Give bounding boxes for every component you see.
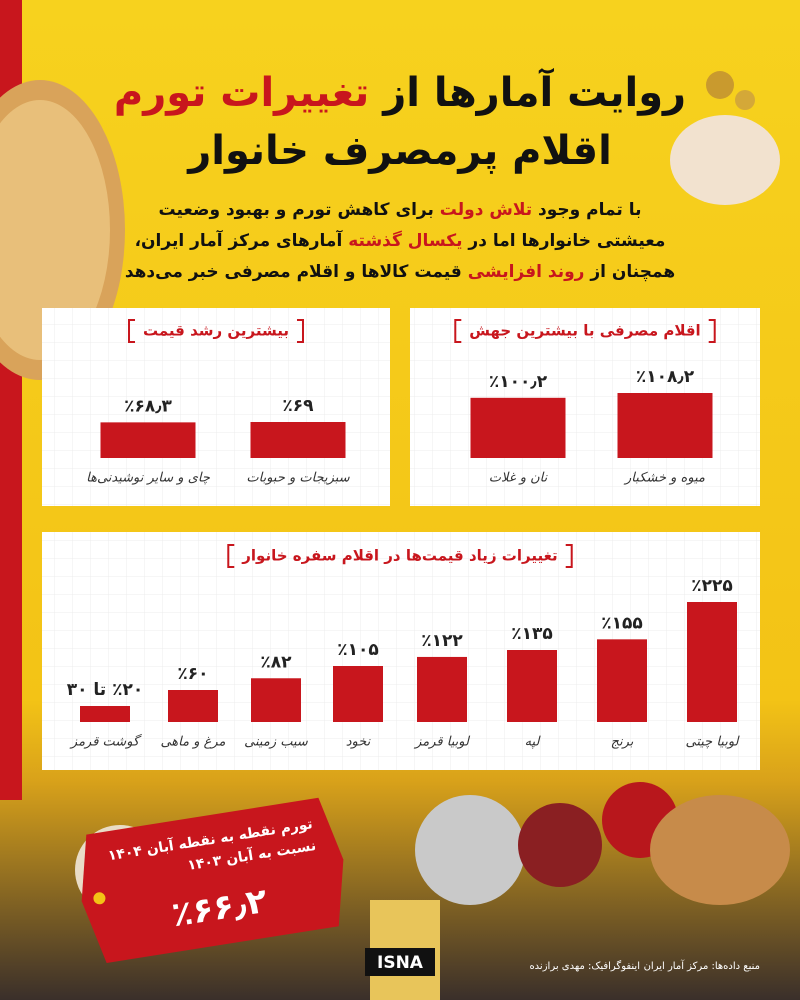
value-label: ٪۱۰۵ xyxy=(337,640,379,660)
chart-title: بیشترین رشد قیمت xyxy=(143,322,289,340)
intro-line-part: یکسال گذشته xyxy=(348,230,462,251)
chart-title: اقلام مصرفی با بیشترین جهش xyxy=(469,322,700,340)
value-label: ٪۲۰ تا ۳۰ xyxy=(67,680,144,700)
brand: ISNA xyxy=(377,953,424,973)
intro-line: همچنان از روند افزایشی قیمت کالاها و اقل… xyxy=(125,262,675,282)
source: منبع داده‌ها: مرکز آمار ایران xyxy=(644,959,760,972)
category-label: مرغ و ماهی xyxy=(160,735,225,750)
value-label: ٪۶۰ xyxy=(177,664,208,684)
title-line: روایت آمارها از تغییرات تورم xyxy=(114,67,686,116)
title-line-part: روایت آمارها از xyxy=(369,67,686,116)
beans xyxy=(706,71,734,99)
category-label: سبزیجات و حبوبات xyxy=(246,471,350,486)
category-label: سیب زمینی xyxy=(244,735,309,750)
bar xyxy=(507,650,557,722)
intro-line-part: آمارهای مرکز آمار ایران، xyxy=(135,229,349,251)
bar xyxy=(470,397,566,458)
value-label: ٪۸۲ xyxy=(260,652,292,672)
value-label: ٪۲۲۵ xyxy=(691,576,733,596)
bar xyxy=(333,666,383,722)
value-label: ٪۱۳۵ xyxy=(511,624,553,644)
title-bracket xyxy=(708,319,716,343)
category-label: لوبیا قرمز xyxy=(413,735,471,750)
chart-title: تغییرات زیاد قیمت‌ها در اقلام سفره خانوا… xyxy=(241,547,557,565)
bar xyxy=(100,422,196,458)
title-bracket xyxy=(454,319,462,343)
title-bracket xyxy=(227,544,235,568)
title-bracket xyxy=(296,319,304,343)
title-line: اقلام پرمصرف خانوار xyxy=(186,128,612,174)
value-label: ٪۱۵۵ xyxy=(601,613,643,633)
panel-grid xyxy=(42,532,760,770)
title-line-part: تغییرات تورم xyxy=(114,70,369,116)
callout-hole xyxy=(93,892,106,905)
brand-box xyxy=(365,948,435,976)
beans xyxy=(735,90,755,110)
category-label: نخود xyxy=(346,735,371,750)
bread xyxy=(650,795,790,905)
credit: اینفوگرافیک: مهدی برازنده xyxy=(529,960,640,972)
value-label: ٪۶۹ xyxy=(282,396,314,416)
category-label: نان و غلات xyxy=(489,471,548,486)
category-label: لوبیا چیتی xyxy=(685,735,740,750)
value-label: ٪۱۲۲ xyxy=(421,631,463,651)
title-bracket xyxy=(128,319,136,343)
intro-line-part: تلاش دولت xyxy=(440,200,532,220)
intro-line-part: برای کاهش تورم و بهبود وضعیت xyxy=(159,200,440,220)
bar xyxy=(80,706,130,722)
bar xyxy=(617,393,713,458)
value-label: ٪۶۸٫۳ xyxy=(124,396,172,416)
category-label: میوه و خشکبار xyxy=(623,471,705,486)
bar xyxy=(251,678,301,722)
category-label: گوشت قرمز xyxy=(69,734,143,750)
value-label: ٪۱۰۰٫۲ xyxy=(489,372,548,392)
bar xyxy=(687,602,737,722)
bread xyxy=(0,100,110,360)
intro-line-part: روند افزایشی xyxy=(468,262,585,282)
jar xyxy=(518,803,602,887)
chicken xyxy=(670,115,780,205)
bar xyxy=(250,422,346,458)
title-bracket xyxy=(565,544,573,568)
bar xyxy=(168,690,218,722)
intro-line-part: با تمام وجود xyxy=(532,200,641,220)
bar xyxy=(417,656,467,722)
can xyxy=(415,795,525,905)
bar xyxy=(597,639,647,722)
intro-line-part: معیشتی خانوارها اما در xyxy=(463,231,666,251)
value-label: ٪۱۰۸٫۲ xyxy=(636,367,695,387)
panel-grid xyxy=(42,308,390,506)
category-label: لپه xyxy=(525,735,542,750)
category-label: برنج xyxy=(611,735,634,750)
title-line-part: اقلام پرمصرف خانوار xyxy=(186,128,612,174)
intro-line-part: قیمت کالاها و اقلام مصرفی خبر می‌دهد xyxy=(125,262,468,282)
callout: تورم نقطه به نقطه آبان ۱۴۰۴ نسبت به آبان… xyxy=(81,797,344,963)
category-label: چای و سایر نوشیدنی‌ها xyxy=(86,471,211,486)
intro-line-part: همچنان از xyxy=(584,262,675,282)
intro-line: معیشتی خانوارها اما در یکسال گذشته آماره… xyxy=(135,229,666,251)
callout-tag xyxy=(81,797,344,963)
intro-line: با تمام وجود تلاش دولت برای کاهش تورم و … xyxy=(159,200,642,220)
